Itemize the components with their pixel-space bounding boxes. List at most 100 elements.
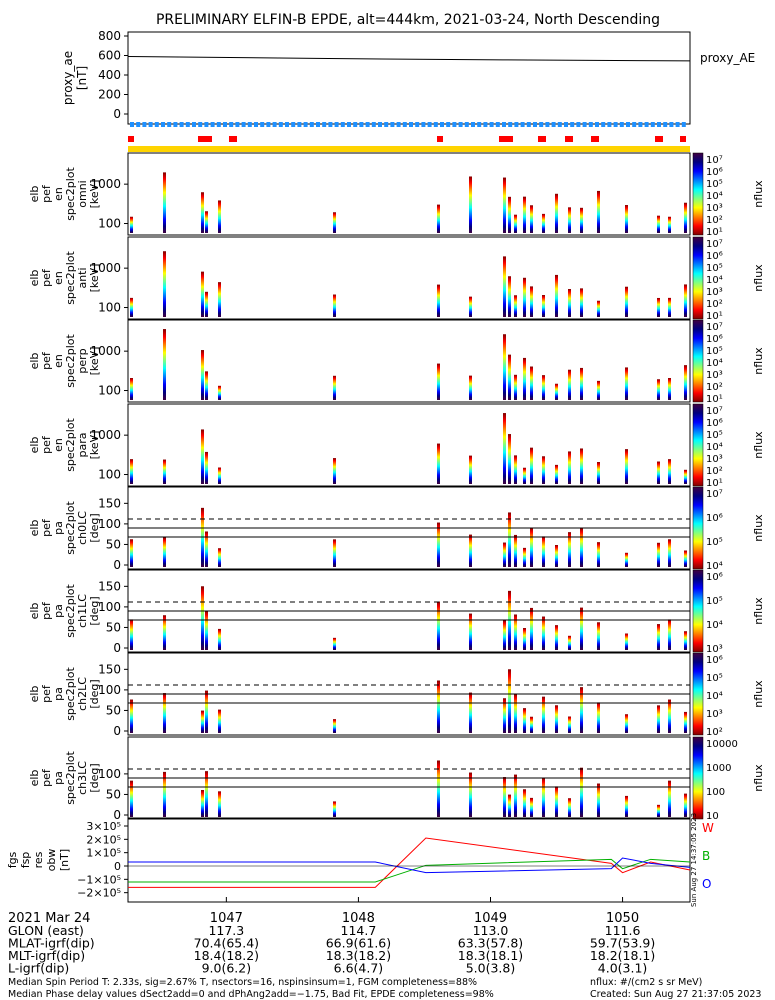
- spectrogram-stripe: [437, 284, 440, 317]
- colorbar-tick-label: 10²: [706, 299, 723, 310]
- colorbar: [692, 569, 704, 653]
- footer-row-value: 4.0(3.1): [598, 961, 648, 976]
- status-bar-blue-dash: [570, 122, 575, 127]
- spectrogram-stripe: [684, 631, 687, 650]
- spectrogram-stripe: [568, 207, 571, 233]
- spec-ylabel: pef: [40, 351, 53, 370]
- spectrogram-stripe: [580, 607, 583, 650]
- spectrogram-stripe: [684, 284, 687, 317]
- colorbar-tick-label: 10: [706, 811, 719, 822]
- spectrogram-stripe: [508, 276, 511, 317]
- fgs-ylabel: fgs: [6, 851, 19, 868]
- status-bar-blue-dash: [278, 122, 283, 127]
- status-bar-blue-dash: [452, 122, 457, 127]
- spectrogram-stripe: [530, 527, 533, 567]
- spec-tick-label: 1000: [90, 177, 121, 191]
- spectrogram-stripe: [514, 774, 517, 817]
- spectrogram-stripe: [542, 616, 545, 650]
- status-bar-blue-dash: [533, 122, 537, 127]
- footer-row-value: 5.0(3.8): [466, 961, 516, 976]
- status-bar-blue-dash: [588, 122, 593, 127]
- status-bar-blue-dash: [657, 122, 661, 127]
- spec-ylabel: pa: [52, 687, 65, 701]
- spec-ylabel: pef: [40, 684, 53, 703]
- fgs-tick-label: 2×10⁵: [86, 833, 121, 846]
- spectrogram-stripe: [668, 297, 671, 317]
- spec-tick-label: 50: [106, 787, 121, 801]
- spectrogram-stripe: [657, 804, 660, 817]
- spectrogram-stripe: [130, 539, 133, 567]
- footer-row-value: 18.3(18.1): [458, 948, 523, 963]
- fgs-tick-label: −2×10⁵: [77, 887, 121, 900]
- colorbar-tick-label: 10⁵: [706, 596, 723, 607]
- status-bar-blue-dash: [185, 122, 190, 127]
- colorbar-tick-label: 10⁴: [706, 561, 723, 572]
- colorbar-tick-label: 100: [706, 787, 725, 798]
- spec-tick-label: 100: [98, 217, 121, 231]
- status-bar-blue-dash: [495, 122, 500, 127]
- status-bar-blue-dash: [446, 122, 451, 127]
- ae-tick-label: 600: [98, 49, 121, 63]
- colorbar-tick-label: 10³: [706, 287, 723, 298]
- spectrogram-stripe: [580, 767, 583, 817]
- footer-row-value: 113.0: [473, 923, 509, 938]
- spec-ylabel: pef: [40, 601, 53, 620]
- spectrogram-stripe: [437, 443, 440, 484]
- colorbar-label: nflux: [752, 597, 765, 625]
- spec-ylabel: [deg]: [88, 513, 101, 542]
- status-bar-blue-dash: [409, 122, 413, 127]
- spec-ylabel: omni: [76, 180, 89, 207]
- footer-row-value: 66.9(61.6): [326, 936, 391, 951]
- status-bar-blue-dash: [650, 122, 655, 127]
- spectrogram-stripe: [437, 601, 440, 650]
- status-bar-blue-dash: [309, 122, 314, 127]
- spectrogram-stripe: [508, 669, 511, 733]
- spectrogram-stripe: [469, 772, 472, 817]
- status-bar-blue-dash: [489, 122, 494, 127]
- spectrogram-stripe: [568, 369, 571, 400]
- footer: 2021 Mar 24 Median Spin Period T: 2.33s,…: [8, 897, 761, 1000]
- colorbar-tick-label: 10¹: [706, 394, 723, 405]
- spec-ylabel: elb: [28, 437, 41, 454]
- status-bar-blue-dash: [347, 122, 351, 127]
- status-bar-blue-dash: [526, 122, 531, 127]
- spectrogram-stripe: [555, 545, 558, 567]
- status-bar-blue-dash: [607, 122, 612, 127]
- spec-tick-label: 100: [98, 600, 121, 614]
- spec-panel-frame: [127, 319, 691, 403]
- status-bar-blue-dash: [520, 122, 525, 127]
- spectrogram-stripe: [523, 357, 526, 400]
- status-bar-blue-dash: [551, 122, 556, 127]
- status-bar-blue-dash: [154, 122, 159, 127]
- spectrogram-stripe: [542, 375, 545, 400]
- status-bar-blue-dash: [402, 122, 407, 127]
- status-bar-blue-dash: [638, 122, 643, 127]
- colorbar-tick-label: 10⁶: [706, 513, 723, 524]
- spectrogram-stripe: [684, 202, 687, 233]
- status-bar-blue-dash: [415, 122, 420, 127]
- colorbar-tick-label: 10⁵: [706, 537, 723, 548]
- spectrogram-stripe: [530, 716, 533, 733]
- spec-tick-label: 50: [106, 703, 121, 717]
- footer-note-1: Median Spin Period T: 2.33s, sig=2.67% T…: [8, 977, 477, 988]
- spec-ylabel: [keV]: [88, 264, 101, 293]
- spectrogram-stripe: [597, 542, 600, 567]
- status-bar-blue-dash: [136, 122, 141, 127]
- spec-ylabel: elb: [28, 770, 41, 787]
- spectrogram-stripe: [201, 350, 204, 400]
- spectrogram-stripe: [555, 464, 558, 484]
- colorbar-tick-label: 10⁷: [706, 489, 723, 500]
- spectrogram-stripe: [657, 461, 660, 484]
- spec-ylabel: [deg]: [88, 763, 101, 792]
- spectrogram-stripe: [130, 216, 133, 233]
- spectrogram-stripe: [437, 204, 440, 233]
- spectrogram-stripe: [555, 625, 558, 650]
- spectrogram-stripe: [508, 434, 511, 484]
- spec-ylabel: [keV]: [88, 347, 101, 376]
- spectrogram-stripe: [508, 512, 511, 567]
- spec-ylabel: spec2plot: [64, 334, 77, 388]
- spectrogram-stripe: [568, 635, 571, 650]
- colorbar-tick-label: 10⁴: [706, 275, 723, 286]
- spec-ylabel: [deg]: [88, 679, 101, 708]
